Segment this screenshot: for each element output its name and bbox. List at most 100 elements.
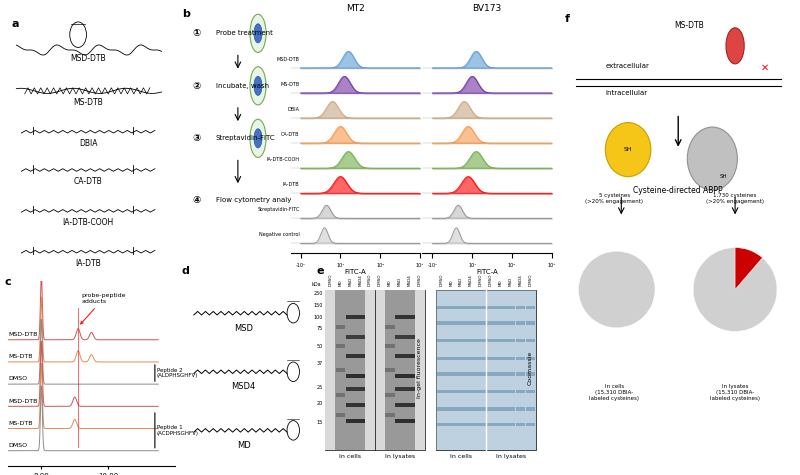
- Text: Cysteine-directed ABPP: Cysteine-directed ABPP: [634, 186, 723, 195]
- Bar: [386, 325, 394, 329]
- Circle shape: [250, 119, 266, 157]
- Bar: [496, 372, 506, 376]
- Bar: [437, 306, 446, 309]
- Bar: [437, 408, 446, 411]
- Bar: [466, 408, 476, 411]
- Text: In cells
(15,310 DBIA-
labeled cysteines): In cells (15,310 DBIA- labeled cysteines…: [590, 384, 639, 401]
- Text: IA-DTB-COOH: IA-DTB-COOH: [266, 157, 299, 162]
- Text: Peptide 2
(ALDPHSGHFV): Peptide 2 (ALDPHSGHFV): [157, 368, 198, 379]
- Bar: [385, 290, 395, 450]
- X-axis label: FITC-A: FITC-A: [476, 269, 498, 275]
- Bar: [456, 322, 466, 325]
- Circle shape: [250, 14, 266, 52]
- Text: MSD-DTB: MSD-DTB: [8, 399, 38, 404]
- Text: MSD-DTB: MSD-DTB: [277, 57, 299, 62]
- Bar: [355, 388, 365, 391]
- Text: Flow cytometry analysis: Flow cytometry analysis: [216, 198, 300, 203]
- Text: 5 cysteines
(>20% engagement): 5 cysteines (>20% engagement): [586, 193, 643, 204]
- Text: MD: MD: [338, 279, 342, 286]
- Bar: [355, 315, 365, 319]
- Bar: [486, 322, 496, 325]
- Ellipse shape: [606, 123, 651, 177]
- Bar: [476, 408, 486, 411]
- Bar: [516, 357, 526, 360]
- Bar: [446, 290, 456, 450]
- Bar: [346, 374, 355, 378]
- Bar: [476, 372, 486, 376]
- Bar: [437, 322, 446, 325]
- Bar: [335, 325, 345, 329]
- Bar: [506, 339, 515, 342]
- Text: DBIA: DBIA: [79, 139, 98, 148]
- Bar: [496, 306, 506, 309]
- Bar: [405, 374, 414, 378]
- Text: In lysates: In lysates: [385, 454, 415, 459]
- Circle shape: [254, 76, 262, 95]
- Text: MSD4: MSD4: [408, 274, 412, 286]
- Bar: [526, 290, 535, 450]
- Text: SH: SH: [624, 147, 633, 152]
- Text: MS-DTB: MS-DTB: [74, 98, 103, 107]
- Text: In cells: In cells: [450, 454, 472, 459]
- Bar: [516, 339, 526, 342]
- Circle shape: [250, 67, 266, 105]
- Bar: [476, 423, 486, 427]
- Text: DMSO: DMSO: [418, 274, 422, 286]
- Bar: [506, 408, 515, 411]
- Bar: [456, 408, 466, 411]
- Bar: [405, 388, 414, 391]
- Bar: [355, 403, 365, 407]
- Bar: [386, 413, 394, 417]
- Bar: [516, 390, 526, 393]
- Bar: [414, 290, 425, 450]
- Bar: [496, 423, 506, 427]
- Bar: [516, 408, 526, 411]
- Bar: [437, 423, 446, 427]
- Bar: [496, 390, 506, 393]
- Text: Probe treatment: Probe treatment: [216, 30, 273, 37]
- Bar: [335, 344, 345, 348]
- Bar: [346, 315, 355, 319]
- Bar: [466, 390, 476, 393]
- Bar: [506, 290, 516, 450]
- Bar: [496, 408, 506, 411]
- Text: a: a: [11, 19, 19, 29]
- Bar: [437, 390, 446, 393]
- Bar: [335, 393, 345, 397]
- Text: MS-DTB: MS-DTB: [674, 21, 705, 30]
- Bar: [386, 368, 394, 372]
- Bar: [405, 290, 414, 450]
- Text: DMSO: DMSO: [489, 274, 493, 286]
- Text: ✕: ✕: [761, 63, 769, 73]
- Text: Streptavidin-FITC: Streptavidin-FITC: [216, 135, 275, 142]
- Bar: [346, 403, 355, 407]
- X-axis label: FITC-A: FITC-A: [345, 269, 366, 275]
- Circle shape: [254, 24, 262, 43]
- Text: MSD4: MSD4: [469, 274, 473, 286]
- Text: intracellular: intracellular: [606, 90, 647, 96]
- Text: Incubate, wash: Incubate, wash: [216, 83, 269, 89]
- Text: MSD: MSD: [509, 276, 513, 286]
- Bar: [446, 423, 456, 427]
- Bar: [466, 423, 476, 427]
- Bar: [437, 357, 446, 360]
- Bar: [476, 290, 486, 450]
- Bar: [496, 290, 506, 450]
- Text: DMSO: DMSO: [8, 376, 27, 381]
- Bar: [506, 322, 515, 325]
- Bar: [486, 390, 496, 393]
- Bar: [476, 390, 486, 393]
- Bar: [386, 344, 394, 348]
- Text: DBIA: DBIA: [287, 107, 299, 112]
- Bar: [456, 390, 466, 393]
- Bar: [486, 408, 496, 411]
- Text: c: c: [5, 277, 11, 287]
- Bar: [355, 374, 365, 378]
- Text: MSD-DTB: MSD-DTB: [70, 55, 106, 64]
- Bar: [476, 306, 486, 309]
- Text: 75: 75: [317, 326, 323, 332]
- Bar: [486, 339, 496, 342]
- Bar: [526, 322, 535, 325]
- Bar: [496, 357, 506, 360]
- Text: probe-peptide
adducts: probe-peptide adducts: [81, 293, 126, 324]
